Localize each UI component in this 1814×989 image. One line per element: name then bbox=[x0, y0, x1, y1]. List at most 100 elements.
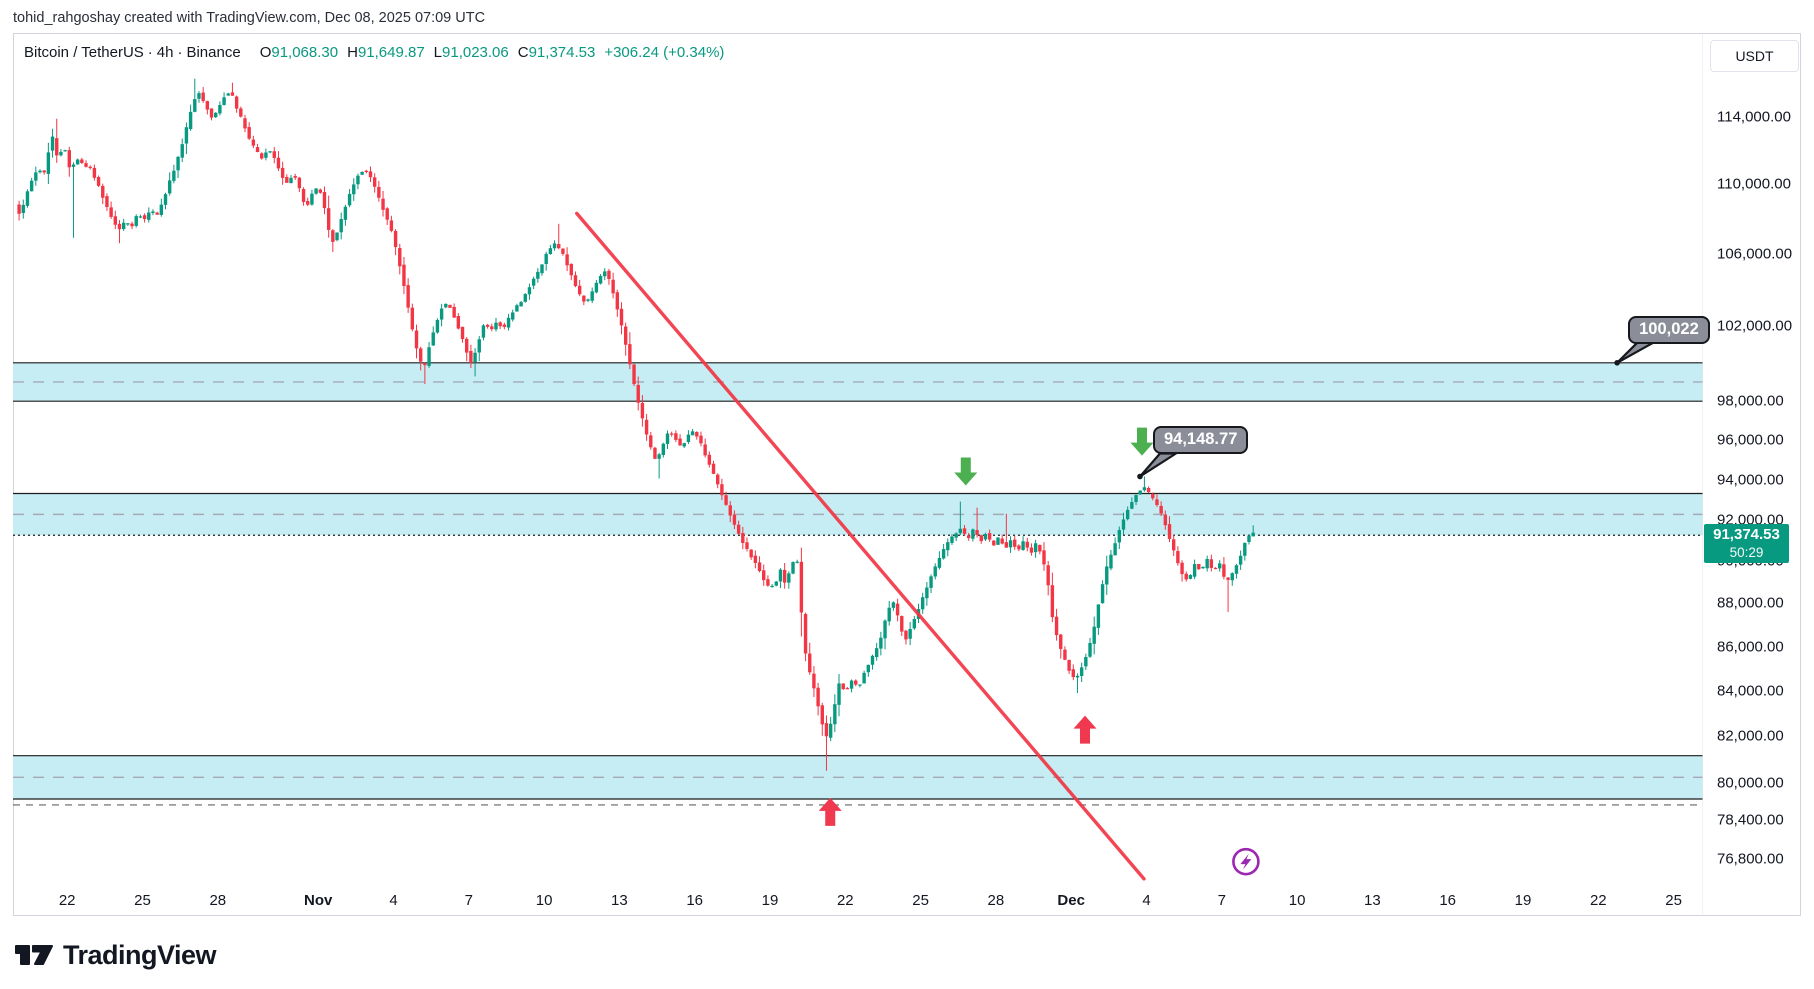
candle-body bbox=[552, 243, 557, 249]
candle-body bbox=[1218, 563, 1222, 569]
price-axis-label: 102,000.00 bbox=[1717, 317, 1793, 335]
candle-body bbox=[983, 533, 988, 540]
price-callout-94148[interactable]: 94,148.77 bbox=[1152, 426, 1249, 455]
candle-body bbox=[481, 325, 486, 338]
timeframe-label[interactable]: 4h bbox=[156, 44, 174, 61]
candle-body bbox=[812, 673, 816, 689]
candle-body bbox=[473, 352, 477, 363]
up-arrow-marker[interactable] bbox=[1073, 715, 1097, 744]
currency-toggle-button[interactable]: USDT bbox=[1710, 40, 1799, 72]
time-axis-label: 19 bbox=[761, 892, 779, 909]
candle-body bbox=[649, 435, 653, 448]
chart-plot-area[interactable] bbox=[13, 33, 1703, 916]
candle-body bbox=[732, 514, 737, 525]
candle-body bbox=[155, 212, 159, 215]
candle-body bbox=[1075, 675, 1080, 678]
candle-body bbox=[1230, 573, 1234, 581]
candle-body bbox=[460, 326, 465, 340]
candle-body bbox=[142, 215, 147, 220]
candle-body bbox=[1209, 559, 1214, 568]
candle-body bbox=[377, 186, 381, 198]
down-arrow-marker[interactable] bbox=[954, 457, 978, 486]
candle-body bbox=[992, 540, 996, 546]
candle-body bbox=[774, 581, 778, 586]
candle-body bbox=[1197, 563, 1201, 570]
candle-body bbox=[987, 533, 992, 540]
candle-body bbox=[138, 216, 143, 218]
price-callout-100022[interactable]: 100,022 bbox=[1628, 315, 1710, 344]
time-axis-label: 25 bbox=[912, 892, 929, 909]
candle-body bbox=[720, 484, 724, 496]
candle-body bbox=[1017, 545, 1021, 550]
candle-body bbox=[301, 189, 306, 202]
candle-body bbox=[941, 549, 946, 559]
candle-body bbox=[1092, 626, 1096, 644]
tradingview-logo[interactable]: TradingView bbox=[14, 936, 217, 974]
candle-body bbox=[314, 188, 318, 194]
candle-body bbox=[1192, 564, 1197, 577]
candle-body bbox=[1247, 535, 1251, 543]
candle-body bbox=[326, 208, 331, 230]
candle-body bbox=[209, 108, 214, 118]
callout-tail bbox=[1616, 341, 1655, 364]
symbol-title[interactable]: Bitcoin / TetherUS bbox=[24, 44, 144, 61]
time-axis-label: 28 bbox=[987, 892, 1005, 909]
candle-body bbox=[833, 704, 837, 725]
candle-body bbox=[749, 549, 753, 558]
candle-body bbox=[782, 569, 787, 583]
current-price-label: 91,374.53 50:29 bbox=[1704, 524, 1789, 563]
down-arrow-marker[interactable] bbox=[1130, 427, 1154, 456]
time-axis-label: 22 bbox=[58, 892, 76, 909]
time-axis-label: 10 bbox=[1288, 892, 1306, 909]
up-arrow-marker[interactable] bbox=[818, 797, 842, 826]
candle-body bbox=[1234, 565, 1239, 574]
candle-body bbox=[184, 127, 189, 144]
candle-body bbox=[828, 723, 833, 738]
candle-body bbox=[590, 291, 594, 301]
candle-body bbox=[644, 419, 649, 435]
descending-trendline[interactable] bbox=[575, 211, 1146, 881]
candle-body bbox=[1159, 505, 1163, 514]
candle-body bbox=[958, 528, 963, 534]
candle-body bbox=[946, 542, 950, 551]
candle-body bbox=[787, 573, 791, 583]
candle-body bbox=[372, 177, 377, 187]
price-axis-label: 76,800.00 bbox=[1717, 850, 1784, 868]
candle-body bbox=[1000, 538, 1004, 544]
candle-body bbox=[343, 206, 348, 220]
price-axis-label: 114,000.00 bbox=[1717, 108, 1791, 126]
candle-body bbox=[686, 434, 691, 442]
candle-body bbox=[1046, 565, 1050, 586]
candle-body bbox=[46, 152, 51, 174]
candle-body bbox=[71, 164, 76, 167]
price-axis-label: 86,000.00 bbox=[1717, 638, 1784, 656]
candle-body bbox=[293, 176, 297, 178]
time-axis-label: 16 bbox=[1439, 892, 1457, 909]
candle-body bbox=[239, 108, 243, 117]
candle-body bbox=[1063, 649, 1067, 660]
candle-body bbox=[498, 322, 502, 327]
candle-body bbox=[92, 167, 97, 178]
candle-body bbox=[117, 223, 122, 230]
candle-body bbox=[352, 184, 356, 195]
candle-body bbox=[75, 159, 80, 165]
candle-body bbox=[247, 127, 251, 139]
callout-tail bbox=[1138, 452, 1178, 478]
candle-body bbox=[1021, 541, 1025, 550]
candle-body bbox=[1243, 542, 1247, 556]
candle-body bbox=[159, 204, 164, 215]
flash-icon[interactable] bbox=[1232, 847, 1260, 876]
candle-body bbox=[410, 307, 415, 330]
change-value: +306.24 (+0.34%) bbox=[604, 44, 725, 61]
candle-body bbox=[745, 542, 749, 549]
time-axis-label: 4 bbox=[389, 892, 398, 909]
ohlc-values: O91,068.30 H91,649.87 L91,023.06 C91,374.53… bbox=[259, 44, 725, 61]
candle-body bbox=[1117, 529, 1122, 543]
candle-body bbox=[816, 687, 820, 707]
candle-body bbox=[84, 163, 88, 167]
candle-body bbox=[573, 275, 578, 287]
candle-body bbox=[623, 326, 628, 345]
candle-body bbox=[1205, 559, 1209, 569]
time-axis-label: 16 bbox=[686, 892, 704, 909]
candle-body bbox=[230, 92, 235, 96]
